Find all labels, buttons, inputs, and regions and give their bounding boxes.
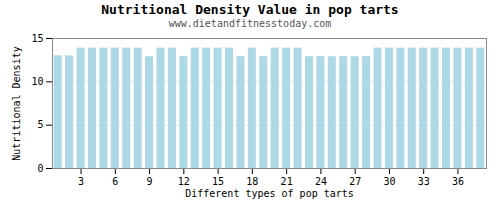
svg-text:Nutritional Density: Nutritional Density [11,46,22,160]
svg-text:33: 33 [418,176,430,187]
html-text:Nutritional Density Value in p: Nutritional Density Value in pop tarts [101,2,399,17]
svg-text:27: 27 [349,176,361,187]
svg-text:6: 6 [112,176,118,187]
svg-text:15: 15 [31,33,43,44]
svg-text:15: 15 [212,176,224,187]
html-text:www.dietandfitnesstoday.com: www.dietandfitnesstoday.com [168,18,332,29]
svg-text:0: 0 [37,163,43,174]
svg-text:3: 3 [78,176,84,187]
svg-text:5: 5 [37,119,43,130]
svg-text:12: 12 [178,176,190,187]
svg-text:Different types of pop tarts: Different types of pop tarts [185,188,354,199]
svg-text:9: 9 [147,176,153,187]
svg-text:21: 21 [281,176,293,187]
svg-text:10: 10 [31,76,43,87]
svg-text:24: 24 [315,176,327,187]
svg-text:30: 30 [383,176,395,187]
svg-text:36: 36 [452,176,464,187]
svg-text:18: 18 [246,176,258,187]
